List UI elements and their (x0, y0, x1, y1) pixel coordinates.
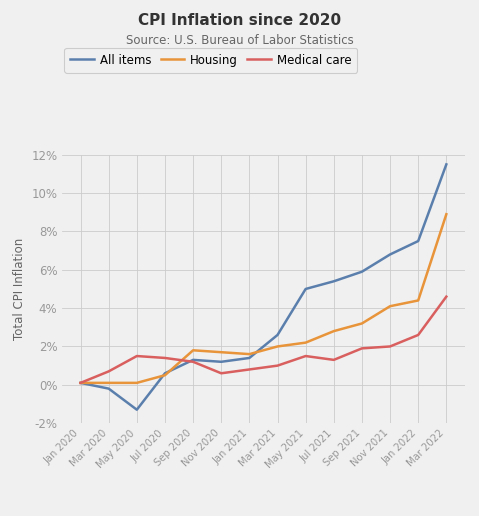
All items (387, 251, 393, 257)
Line: Housing: Housing (80, 214, 446, 383)
Medical care (162, 355, 168, 361)
All items (415, 238, 421, 244)
All items (134, 407, 140, 413)
All items (444, 162, 449, 168)
All items (162, 370, 168, 376)
Housing (387, 303, 393, 309)
All items (190, 357, 196, 363)
Housing (331, 328, 337, 334)
Medical care (387, 343, 393, 349)
Medical care (106, 368, 112, 375)
Medical care (303, 353, 308, 359)
Housing (444, 211, 449, 217)
Medical care (218, 370, 224, 376)
Line: Medical care: Medical care (80, 297, 446, 383)
Housing (415, 297, 421, 303)
Housing (359, 320, 365, 327)
Housing (303, 340, 308, 346)
Housing (106, 380, 112, 386)
All items (106, 385, 112, 392)
Text: CPI Inflation since 2020: CPI Inflation since 2020 (138, 13, 341, 28)
All items (274, 332, 280, 338)
All items (78, 380, 83, 386)
Text: Source: U.S. Bureau of Labor Statistics: Source: U.S. Bureau of Labor Statistics (125, 34, 354, 46)
All items (359, 269, 365, 275)
Medical care (134, 353, 140, 359)
Legend: All items, Housing, Medical care: All items, Housing, Medical care (64, 48, 357, 73)
Housing (274, 343, 280, 349)
Housing (218, 349, 224, 356)
All items (218, 359, 224, 365)
Medical care (415, 332, 421, 338)
Medical care (247, 366, 252, 373)
Housing (190, 347, 196, 353)
All items (303, 286, 308, 292)
Medical care (359, 345, 365, 351)
Housing (134, 380, 140, 386)
Housing (78, 380, 83, 386)
All items (247, 355, 252, 361)
Medical care (274, 363, 280, 369)
All items (331, 278, 337, 284)
Medical care (190, 359, 196, 365)
Medical care (331, 357, 337, 363)
Medical care (78, 380, 83, 386)
Y-axis label: Total CPI Inflation: Total CPI Inflation (13, 238, 26, 340)
Housing (247, 351, 252, 357)
Housing (162, 372, 168, 378)
Medical care (444, 294, 449, 300)
Line: All items: All items (80, 165, 446, 410)
